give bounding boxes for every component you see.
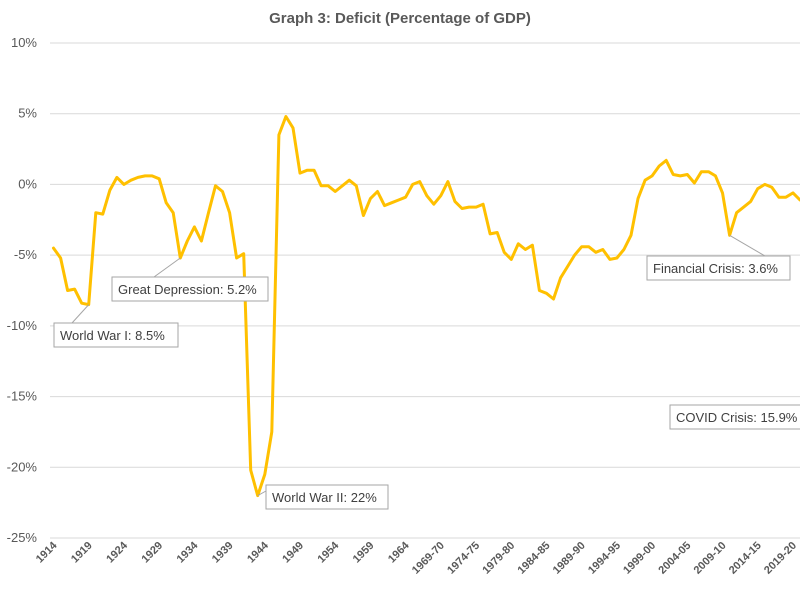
annotation-box: [646, 255, 791, 281]
x-tick-label: 1929: [139, 540, 165, 566]
annotation-label: Financial Crisis: 3.6%: [653, 261, 778, 276]
annotation-box: [53, 322, 179, 348]
x-tick-label: 1914: [34, 539, 60, 565]
annotations: World War I: 8.5% Great Depression: 5.2% W…: [53, 234, 800, 510]
annotation-leader: [729, 234, 766, 257]
x-tick-label: 1964: [386, 539, 412, 565]
x-axis-ticks: 1914 1919 1924 1929 1934 1939 1944 1949 1954 1959…: [34, 539, 799, 577]
x-tick-label: 1924: [104, 539, 130, 565]
x-tick-label: 1969-70: [410, 540, 447, 577]
x-tick-label: 2019-20: [762, 540, 799, 577]
x-tick-label: 2009-10: [692, 540, 729, 577]
x-tick-label: 1939: [210, 540, 236, 566]
annotation-box: [111, 276, 269, 302]
x-tick-label: 1974-75: [445, 540, 482, 577]
x-tick-label: 1919: [69, 540, 95, 566]
x-tick-label: 1959: [351, 540, 377, 566]
x-tick-label: 1944: [245, 539, 271, 565]
annotation-box: [669, 404, 800, 430]
x-tick-label: 1934: [175, 539, 201, 565]
x-tick-label: 1979-80: [480, 540, 517, 577]
x-tick-label: 2014-15: [727, 540, 764, 577]
annotation-leader: [71, 304, 90, 324]
y-axis-ticks: 10% 5% 0% -5% -10% -15% -20% -25%: [7, 35, 38, 545]
x-tick-label: 1989-90: [551, 540, 588, 577]
annotation-label: World War I: 8.5%: [60, 328, 165, 343]
y-tick-label: 10%: [11, 35, 37, 50]
x-tick-label: 1949: [280, 540, 306, 566]
y-tick-label: -15%: [7, 389, 38, 404]
y-tick-label: -10%: [7, 318, 38, 333]
annotation-label: Great Depression: 5.2%: [118, 282, 257, 297]
annotation-leader: [257, 490, 267, 497]
y-tick-label: -25%: [7, 530, 38, 545]
chart-title: Graph 3: Deficit (Percentage of GDP): [269, 10, 531, 27]
series-layer: [52, 115, 800, 498]
x-tick-label: 1994-95: [586, 540, 623, 577]
y-tick-label: 0%: [18, 176, 37, 191]
annotation-label: COVID Crisis: 15.9%: [676, 410, 798, 425]
x-tick-label: 1999-00: [621, 540, 658, 577]
annotation-label: World War II: 22%: [272, 490, 377, 505]
y-tick-label: -5%: [14, 247, 38, 262]
x-tick-label: 1984-85: [516, 540, 553, 577]
x-tick-label: 2004-05: [656, 540, 693, 577]
x-tick-label: 1954: [316, 539, 342, 565]
y-tick-label: 5%: [18, 106, 37, 121]
deficit-line: [52, 115, 800, 498]
annotation-box: [265, 484, 389, 510]
annotation-leader: [153, 257, 181, 278]
y-tick-label: -20%: [7, 459, 38, 474]
